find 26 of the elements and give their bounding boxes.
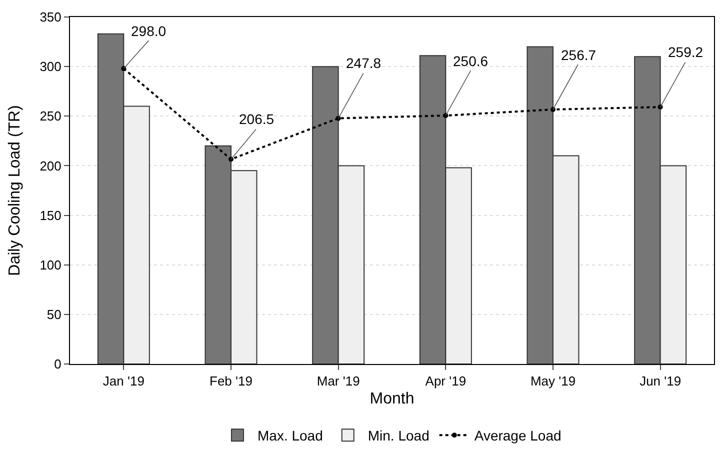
data-label: 259.2: [668, 44, 704, 60]
x-tick-label: Feb '19: [210, 374, 252, 389]
y-tick-label: 150: [40, 208, 62, 223]
y-axis-title: Daily Cooling Load (TR): [6, 105, 24, 276]
legend-label: Average Load: [474, 428, 562, 444]
data-label: 247.8: [346, 55, 382, 71]
legend-label: Max. Load: [258, 428, 323, 444]
x-axis-title: Month: [370, 390, 414, 408]
data-label: 298.0: [131, 23, 166, 39]
x-tick-label: Mar '19: [316, 374, 360, 389]
y-tick-label: 50: [46, 306, 62, 322]
y-tick-label: 100: [40, 257, 62, 272]
y-tick-label: 0: [54, 356, 62, 372]
x-tick-label: Apr '19: [425, 374, 466, 389]
y-tick-label: 200: [40, 158, 62, 174]
data-label: 206.5: [239, 111, 274, 127]
y-tick-label: 300: [40, 59, 62, 74]
legend-label: Min. Load: [368, 428, 430, 444]
point: [121, 66, 126, 72]
y-tick-label: 350: [40, 10, 62, 25]
x-tick-label: Jan '19: [102, 374, 144, 389]
x-tick-label: Jun '19: [640, 374, 682, 389]
x-tick-label: May '19: [530, 374, 576, 389]
data-label: 250.6: [453, 53, 488, 69]
y-tick-label: 250: [40, 108, 62, 124]
data-label: 256.7: [561, 47, 596, 63]
